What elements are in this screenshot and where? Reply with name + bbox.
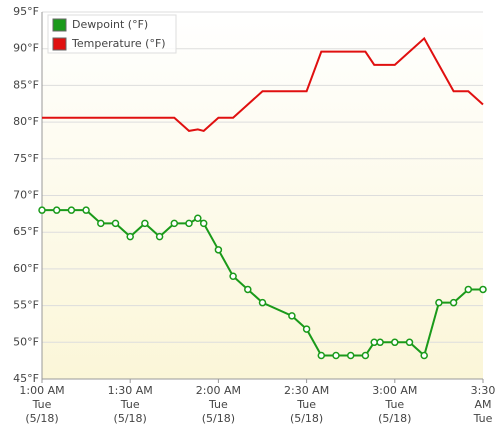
y-tick-label: 50°F — [13, 335, 39, 348]
legend-label: Temperature (°F) — [71, 37, 166, 50]
x-tick-label: AM — [474, 398, 491, 411]
x-tick-label: (5/18) — [114, 412, 147, 425]
x-tick-label: Tue — [120, 398, 140, 411]
data-point — [126, 232, 134, 241]
data-point — [376, 338, 384, 347]
x-tick-label: Tue — [473, 412, 493, 425]
x-tick-label: (5/18) — [290, 412, 323, 425]
data-point — [170, 219, 179, 228]
data-point — [332, 351, 340, 360]
data-point — [229, 272, 237, 280]
data-point — [111, 219, 120, 228]
x-tick-label: Tue — [32, 398, 52, 411]
x-tick-label: 1:00 AM — [19, 384, 64, 397]
x-tick-label: Tue — [384, 398, 404, 411]
series-line — [42, 36, 484, 133]
legend-label: Dewpoint (°F) — [72, 18, 148, 31]
y-tick-label: 45°F — [13, 372, 39, 385]
data-point — [52, 206, 61, 214]
data-point — [464, 285, 473, 294]
legend-swatch — [52, 18, 67, 32]
data-point — [391, 338, 399, 347]
data-point — [288, 312, 296, 320]
data-point — [361, 351, 370, 360]
x-tick-label: 3:30 — [471, 384, 496, 397]
x-tick-label: 1:30 AM — [108, 384, 153, 397]
data-point — [435, 298, 443, 307]
legend-swatch — [52, 37, 67, 51]
data-point — [420, 351, 428, 360]
x-tick-label: (5/18) — [25, 412, 58, 425]
x-tick-label: (5/18) — [202, 412, 235, 425]
data-point — [370, 338, 378, 347]
y-tick-label: 75°F — [13, 152, 39, 165]
y-tick-label: 85°F — [13, 78, 39, 91]
y-tick-label: 95°F — [13, 5, 39, 18]
y-tick-label: 90°F — [13, 42, 39, 55]
data-point — [155, 232, 164, 241]
y-tick-label: 80°F — [13, 115, 39, 128]
data-point — [317, 351, 326, 360]
x-tick-label: (5/18) — [378, 412, 411, 425]
data-point — [258, 298, 267, 307]
legend-box — [47, 14, 177, 54]
x-tick-label: Tue — [296, 398, 316, 411]
data-point — [141, 219, 149, 228]
x-tick-label: 2:30 AM — [284, 384, 329, 397]
data-point — [346, 351, 355, 360]
data-point — [38, 206, 46, 214]
y-tick-label: 70°F — [13, 189, 39, 202]
data-point — [405, 338, 414, 347]
data-point — [185, 219, 193, 228]
data-point — [194, 214, 202, 223]
data-point — [214, 246, 223, 254]
data-point — [67, 206, 76, 214]
x-tick-label: 3:00 AM — [372, 384, 417, 397]
data-point — [97, 219, 105, 228]
data-point — [244, 285, 252, 294]
legend: Dewpoint (°F) Temperature (°F) — [47, 14, 177, 54]
x-tick-label: Tue — [208, 398, 228, 411]
x-tick-label: 2:00 AM — [196, 384, 241, 397]
data-point — [479, 285, 487, 294]
y-tick-label: 65°F — [13, 225, 39, 238]
data-point — [449, 298, 458, 307]
y-tick-label: 55°F — [13, 299, 39, 312]
data-point — [302, 325, 311, 333]
y-tick-label: 60°F — [13, 262, 39, 275]
data-point — [199, 219, 208, 228]
data-point — [82, 206, 90, 214]
